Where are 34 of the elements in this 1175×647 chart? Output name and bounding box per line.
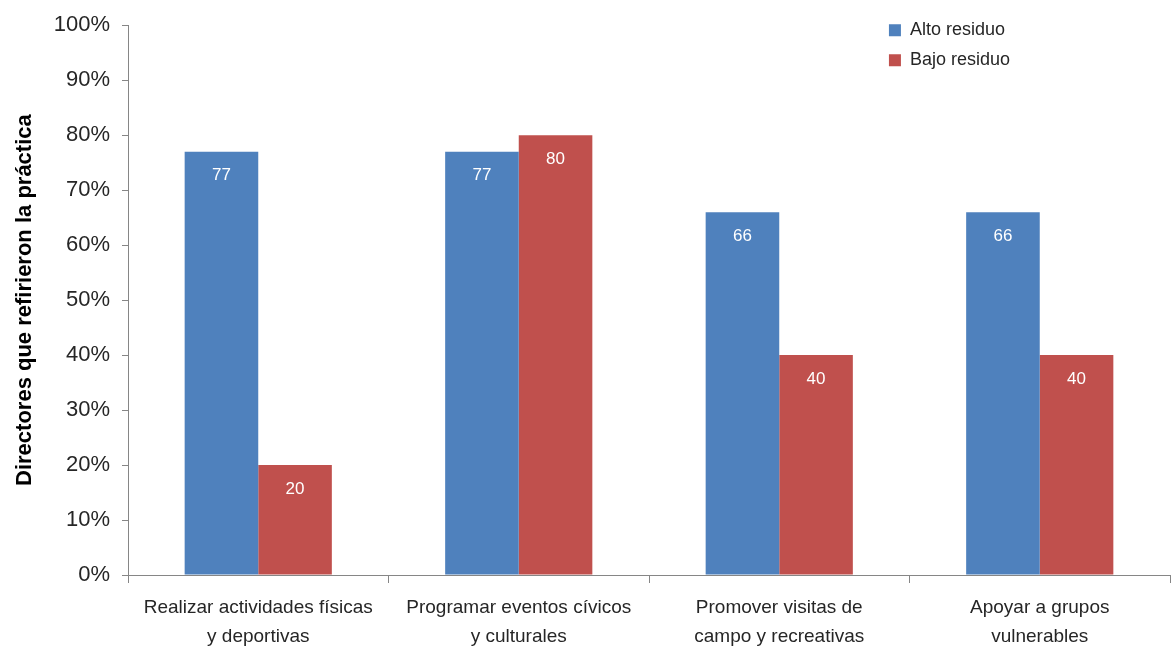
data-label: 20 <box>285 478 305 498</box>
bar <box>779 355 853 575</box>
y-tick-label: 100% <box>53 11 110 37</box>
y-tick-label: 60% <box>65 231 110 257</box>
bar <box>184 151 259 575</box>
bar <box>705 212 780 575</box>
data-label: 66 <box>732 225 752 245</box>
y-tick-label: 80% <box>65 121 110 147</box>
x-tick-label: Promover visitas de campo y recreativas <box>694 595 865 647</box>
data-label: 77 <box>211 165 231 185</box>
y-axis-title: Directores que refirieron la práctica <box>11 113 37 486</box>
x-tick-label: Apoyar a grupos vulnerables <box>970 595 1110 647</box>
legend-label: Alto residuo <box>909 19 1005 40</box>
bar <box>1039 355 1114 575</box>
data-label: 77 <box>472 165 492 185</box>
y-tick-label: 70% <box>65 176 110 202</box>
bar <box>258 465 332 575</box>
bar <box>518 135 593 575</box>
y-tick-label: 10% <box>65 506 110 532</box>
y-tick-label: 90% <box>65 66 110 92</box>
y-tick-label: 50% <box>65 286 110 312</box>
data-label: 80 <box>546 148 566 168</box>
y-tick-label: 20% <box>65 451 110 477</box>
data-label: 40 <box>806 368 826 388</box>
bar <box>966 212 1040 575</box>
legend-label: Bajo residuo <box>909 49 1011 70</box>
y-tick-label: 40% <box>65 341 110 367</box>
x-tick-label: Realizar actividades físicas y deportivas <box>143 595 373 647</box>
y-tick-label: 30% <box>65 396 110 422</box>
data-label: 66 <box>993 225 1013 245</box>
y-tick-label: 0% <box>78 561 110 587</box>
bar <box>445 151 519 575</box>
data-label: 40 <box>1067 368 1087 388</box>
x-tick-label: Programar eventos cívicos y culturales <box>406 595 632 647</box>
